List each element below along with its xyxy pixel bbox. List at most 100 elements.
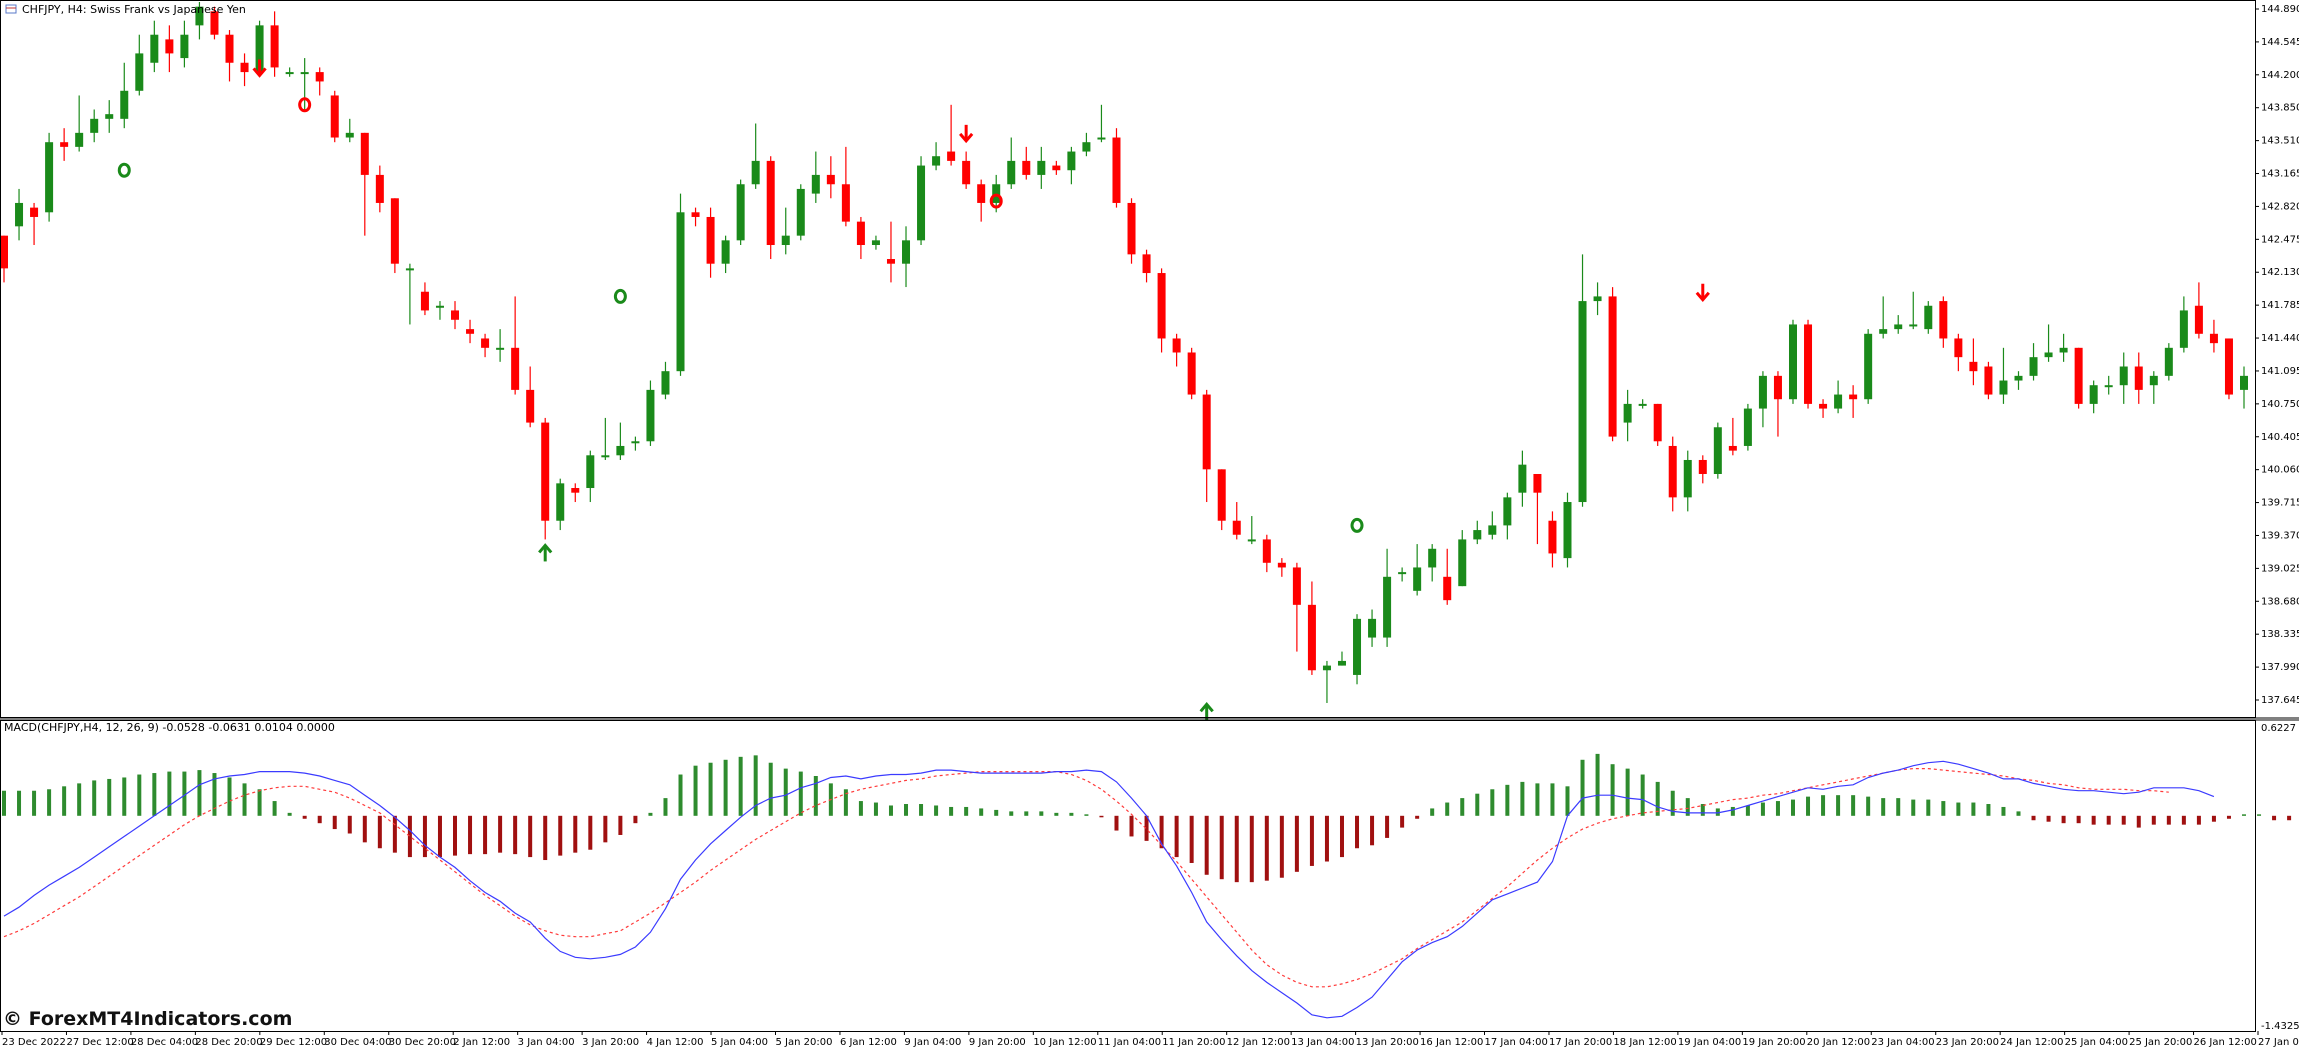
macd-pane[interactable] (2, 753, 2292, 1019)
candle-body (902, 240, 911, 264)
macd-histogram-bar (1685, 798, 1690, 816)
macd-histogram-bar (317, 815, 322, 824)
price-tick-label: 144.200 (2261, 70, 2299, 81)
macd-histogram-bar (32, 790, 37, 816)
time-tick-label: 12 Jan 12:00 (1227, 1037, 1290, 1048)
arrow-down-icon (1695, 283, 1710, 303)
macd-histogram-bar (798, 771, 803, 816)
candle-body (1518, 464, 1527, 493)
macd-histogram-bar (362, 815, 367, 843)
candle-body (75, 132, 84, 147)
macd-histogram-bar (843, 789, 848, 816)
macd-histogram-bar (1595, 753, 1600, 816)
macd-histogram-bar (693, 765, 698, 816)
time-tick-label: 17 Jan 20:00 (1549, 1037, 1612, 1048)
macd-histogram-bar (1415, 815, 1420, 819)
candle-body (871, 240, 880, 246)
macd-histogram-bar (633, 815, 638, 824)
macd-histogram-bar (1430, 808, 1435, 816)
candle-body (360, 132, 369, 175)
candle-body (315, 72, 324, 82)
time-tick-label: 20 Jan 12:00 (1807, 1037, 1870, 1048)
candle-body (2164, 347, 2173, 376)
macd-histogram-bar (2196, 815, 2201, 825)
candle-body (1894, 324, 1903, 330)
candle-body (2194, 305, 2203, 334)
candle-body (1533, 473, 1542, 493)
time-tick-label: 18 Jan 12:00 (1613, 1037, 1676, 1048)
macd-histogram-bar (17, 790, 22, 816)
candle-body (2044, 352, 2053, 358)
macd-histogram-bar (1926, 799, 1931, 816)
candle-body (1277, 562, 1286, 568)
macd-histogram-bar (1640, 774, 1645, 816)
time-tick-label: 23 Dec 2022 (2, 1037, 66, 1048)
macd-histogram-bar (468, 815, 473, 855)
macd-histogram-bar (858, 801, 863, 816)
macd-histogram-bar (1189, 815, 1194, 863)
macd-histogram-bar (1610, 764, 1615, 816)
macd-histogram-bar (663, 798, 668, 816)
macd-histogram-bar (1400, 815, 1405, 828)
macd-histogram-bar (949, 806, 954, 816)
macd-histogram-bar (1790, 799, 1795, 816)
candle-body (2209, 333, 2218, 344)
macd-histogram-bar (2106, 815, 2111, 825)
macd-histogram-bar (2257, 814, 2262, 816)
macd-histogram-bar (873, 802, 878, 816)
macd-histogram-bar (2242, 814, 2246, 816)
time-tick-label: 28 Dec 20:00 (195, 1037, 262, 1048)
price-tick-label: 138.335 (2261, 629, 2299, 640)
macd-histogram-bar (107, 778, 112, 816)
arrow-up-icon (538, 543, 553, 562)
candle-body (390, 198, 399, 264)
zero-signal-icon (1350, 517, 1364, 533)
candle-body (1713, 427, 1722, 474)
time-tick-label: 27 Jan 04:00 (2258, 1037, 2299, 1048)
candle-body (2029, 357, 2038, 376)
macd-histogram-bar (242, 783, 247, 816)
candle-body (1668, 445, 1677, 498)
time-tick-label: 6 Jan 12:00 (840, 1037, 897, 1048)
candle-body (2104, 385, 2113, 388)
candle-body (1578, 301, 1587, 503)
candle-body (1307, 604, 1316, 671)
macd-histogram-bar (347, 815, 352, 834)
macd-histogram-bar (934, 805, 939, 816)
macd-histogram-bar (768, 762, 773, 816)
candle-body (2224, 338, 2233, 395)
macd-histogram-bar (738, 756, 743, 816)
candle-body (481, 338, 490, 348)
candle-body (255, 25, 264, 73)
candle-body (1954, 338, 1963, 358)
macd-histogram-bar (1069, 812, 1074, 816)
candle-body (2074, 347, 2083, 404)
time-tick-label: 23 Jan 20:00 (1936, 1037, 1999, 1048)
candle-body (180, 34, 189, 59)
macd-histogram-bar (1159, 815, 1164, 849)
macd-histogram-bar (1896, 798, 1901, 816)
macd-histogram-bar (182, 771, 187, 816)
macd-histogram-bar (2001, 806, 2006, 816)
candle-body (1788, 324, 1797, 400)
candle-body (1232, 520, 1241, 535)
candle-body (225, 34, 234, 63)
price-tick-label: 141.785 (2261, 300, 2299, 311)
macd-histogram-bar (1054, 812, 1059, 816)
macd-histogram-bar (2287, 815, 2292, 821)
candle-body (556, 483, 565, 521)
candle-body (886, 259, 895, 264)
candle-body (135, 53, 144, 91)
macd-histogram-bar (888, 805, 893, 816)
candle-body (165, 39, 174, 54)
macd-histogram-bar (1520, 781, 1525, 816)
candle-body (1067, 151, 1076, 171)
macd-histogram-bar (1836, 795, 1841, 816)
macd-histogram-bar (1911, 799, 1916, 816)
macd-histogram-bar (603, 815, 608, 843)
price-pane[interactable] (0, 2, 2248, 721)
macd-histogram-bar (1806, 796, 1811, 816)
macd-histogram-bar (483, 815, 488, 855)
macd-histogram-bar (1565, 786, 1570, 816)
